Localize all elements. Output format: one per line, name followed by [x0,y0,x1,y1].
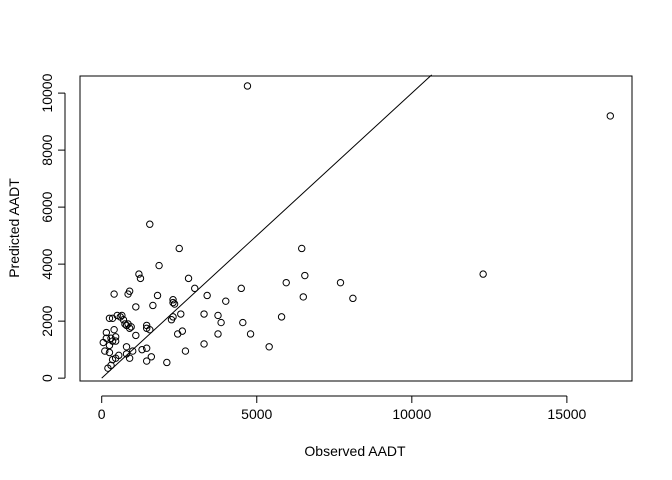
data-point [122,343,131,351]
data-point [298,244,306,253]
x-axis: 0 5000 10000 15000 [98,395,587,422]
data-point [132,303,140,311]
data-point [282,278,290,287]
data-point [606,112,614,120]
data-point [181,347,190,355]
data-point [246,330,255,338]
y-tick-label: 8000 [39,134,55,165]
y-tick-label: 6000 [39,191,55,222]
data-point [102,328,111,337]
data-point [169,296,177,304]
data-point [111,337,120,345]
data-point [301,271,309,280]
data-point [105,348,114,357]
y-tick-label: 0 [39,374,55,382]
data-point [191,284,199,293]
data-point [222,297,230,305]
data-point [349,294,357,303]
plot-frame [79,75,633,382]
x-tick-label: 5000 [241,406,272,422]
data-point [108,314,117,322]
data-point [214,330,222,338]
data-point [146,325,154,334]
data-point [169,298,177,307]
data-point [243,82,252,90]
data-point [119,316,128,324]
y-tick-label: 10000 [39,73,55,112]
data-point [239,318,247,327]
data-point [149,301,157,310]
data-point [167,316,176,324]
data-point [101,347,109,355]
x-tick-label: 0 [98,406,106,422]
data-point [200,340,208,348]
data-point [124,290,132,298]
data-point [104,364,112,372]
data-point [121,320,129,328]
x-tick-label: 10000 [392,406,431,422]
points-group [99,82,614,372]
data-point [142,344,151,352]
y-axis-title: Predicted AADT [6,178,22,278]
data-point [163,358,171,367]
data-point [237,284,245,293]
data-point [214,311,222,320]
data-point [135,270,143,278]
data-point [200,310,208,318]
data-point [336,278,345,287]
data-point [99,338,107,347]
data-point [155,261,163,270]
y-axis: 0 2000 4000 6000 8000 10000 [39,73,66,382]
data-point [277,313,286,321]
data-point [153,291,162,300]
data-point [173,330,182,338]
data-point [299,293,307,301]
data-point [147,353,156,361]
data-point [184,274,193,283]
data-point [170,300,179,308]
data-point [175,244,183,253]
y-tick-label: 4000 [39,248,55,279]
data-point [138,345,146,354]
data-point [265,343,273,351]
data-point [146,220,154,228]
x-axis-title: Observed AADT [304,443,406,459]
data-point [142,357,151,365]
data-point [177,310,185,318]
data-point [105,314,114,322]
data-point [105,341,114,350]
reference-line-group [101,74,433,379]
reference-line [101,74,433,379]
data-point [132,331,140,340]
data-point [203,291,211,300]
data-point [110,290,118,298]
data-point [129,347,137,355]
data-point [125,324,134,332]
data-point [479,270,487,278]
data-point [217,318,225,327]
data-point [136,274,145,283]
data-point [127,323,135,331]
data-point [110,325,118,334]
x-tick-label: 15000 [547,406,586,422]
data-point [125,354,134,362]
data-point [118,311,126,320]
y-tick-label: 2000 [39,305,55,336]
